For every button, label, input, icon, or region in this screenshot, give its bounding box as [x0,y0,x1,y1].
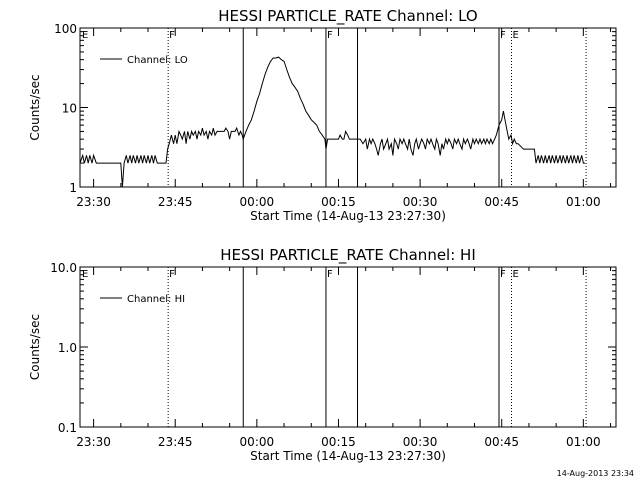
chart-0-x-tick-label: 00:45 [484,195,519,209]
chart-0-series-line-0 [79,56,585,188]
chart-0-event-marker-label: F [327,30,333,41]
chart-1-x-axis-label: Start Time (14-Aug-13 23:27:30) [250,449,446,463]
chart-1-y-tick-label: 10.0 [50,261,77,275]
chart-1-title: HESSI PARTICLE_RATE Channel: HI [220,246,476,265]
chart-1-y-tick-label: 0.1 [58,421,77,435]
chart-1-x-tick-label: 00:15 [321,435,356,449]
chart-0-x-tick-label: 00:00 [240,195,275,209]
chart-0-x-tick-label: 23:30 [76,195,111,209]
chart-0-edge-label: E [82,30,88,41]
chart-0-title: HESSI PARTICLE_RATE Channel: LO [218,7,477,26]
chart-1-x-tick-label: 00:30 [403,435,438,449]
timestamp-label: 14-Aug-2013 23:34 [557,469,634,478]
chart-1-event-marker-label: F [327,269,333,280]
chart-0-event-marker-label: F [500,30,506,41]
chart-0-x-tick-label: 01:00 [566,195,601,209]
chart-1-x-tick-label: 00:45 [484,435,519,449]
chart-1-y-tick-label: 1.0 [58,341,77,355]
chart-0-y-tick-label: 100 [54,22,77,36]
chart-0-event-marker-label: E [513,30,519,41]
chart-1-plot-frame [79,266,617,428]
chart-0-x-axis-label: Start Time (14-Aug-13 23:27:30) [250,209,446,223]
chart-0-x-tick-label: 00:30 [403,195,438,209]
chart-0-x-tick-label: 00:15 [321,195,356,209]
chart-1-event-marker-label: F [169,269,175,280]
chart-1-y-axis-label: Counts/sec [28,314,42,380]
chart-1-legend-label: Channel: HI [127,294,185,305]
chart-1-x-tick-label: 23:30 [76,435,111,449]
chart-1-event-marker-label: F [500,269,506,280]
chart-1-x-tick-label: 00:00 [240,435,275,449]
hi-channel-panel: HESSI PARTICLE_RATE Channel: HI 23:30 23:4… [28,246,617,463]
lo-channel-panel: HESSI PARTICLE_RATE Channel: LO 23:30 23:4… [28,7,617,223]
chart-1-event-marker-label: E [513,269,519,280]
chart-0-y-axis-label: Counts/sec [28,74,42,140]
chart-1-x-tick-label: 01:00 [566,435,601,449]
chart-1-edge-label: E [82,269,88,280]
chart-0-event-marker-label: F [169,30,175,41]
chart-0-y-tick-label: 1 [69,181,77,195]
chart-0-x-tick-label: 23:45 [158,195,193,209]
chart-0-legend-label: Channel: LO [127,55,188,66]
chart-1-x-tick-label: 23:45 [158,435,193,449]
chart-0-y-tick-label: 10 [62,102,77,116]
